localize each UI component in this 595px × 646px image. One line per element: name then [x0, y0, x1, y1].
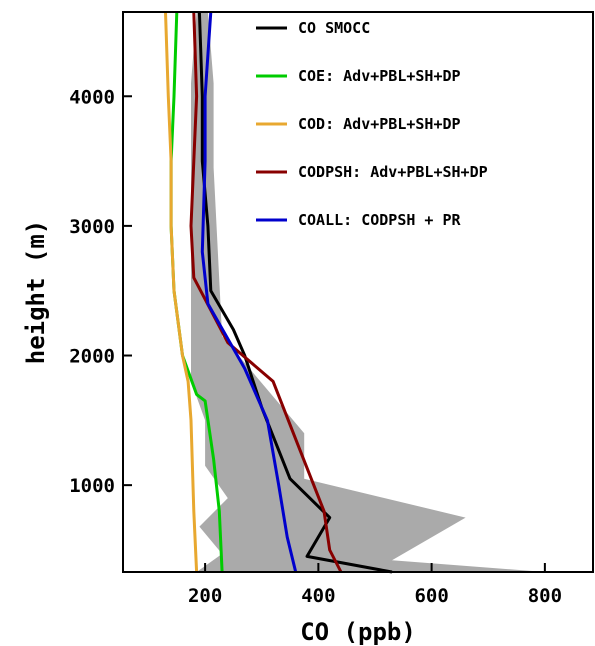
- series-line-3: [189, 11, 343, 573]
- plot-frame: [122, 11, 594, 573]
- legend-label-0: CO SMOCC: [298, 19, 370, 37]
- legend: CO SMOCC COE: Adv+PBL+SH+DP COD: Adv+PBL+S…: [256, 19, 488, 229]
- x-tick-label-1: 400: [301, 585, 335, 607]
- series-line-4: [200, 11, 298, 573]
- shaded-range: [191, 12, 545, 572]
- y-axis-title: height (m): [22, 220, 50, 365]
- y-tick-label-2: 3000: [69, 216, 115, 238]
- y-tick-label-3: 4000: [69, 86, 115, 108]
- legend-label-4: COALL: CODPSH + PR: [298, 211, 462, 229]
- y-tick-label-1: 2000: [69, 346, 115, 368]
- series-line-2: [164, 11, 199, 573]
- x-tick-label-3: 800: [528, 585, 562, 607]
- x-tick-label-0: 200: [188, 585, 222, 607]
- x-axis-title: CO (ppb): [300, 618, 416, 646]
- legend-label-1: COE: Adv+PBL+SH+DP: [298, 67, 461, 85]
- shaded-range-layer: [191, 12, 545, 572]
- x-tick-label-2: 600: [414, 585, 448, 607]
- legend-label-3: CODPSH: Adv+PBL+SH+DP: [298, 163, 488, 181]
- y-tick-label-0: 1000: [69, 475, 115, 497]
- ticks-layer: 200 400 600 800 1000 2000 3000 4000: [69, 86, 562, 607]
- legend-label-2: COD: Adv+PBL+SH+DP: [298, 115, 461, 133]
- series-layer: [164, 11, 393, 574]
